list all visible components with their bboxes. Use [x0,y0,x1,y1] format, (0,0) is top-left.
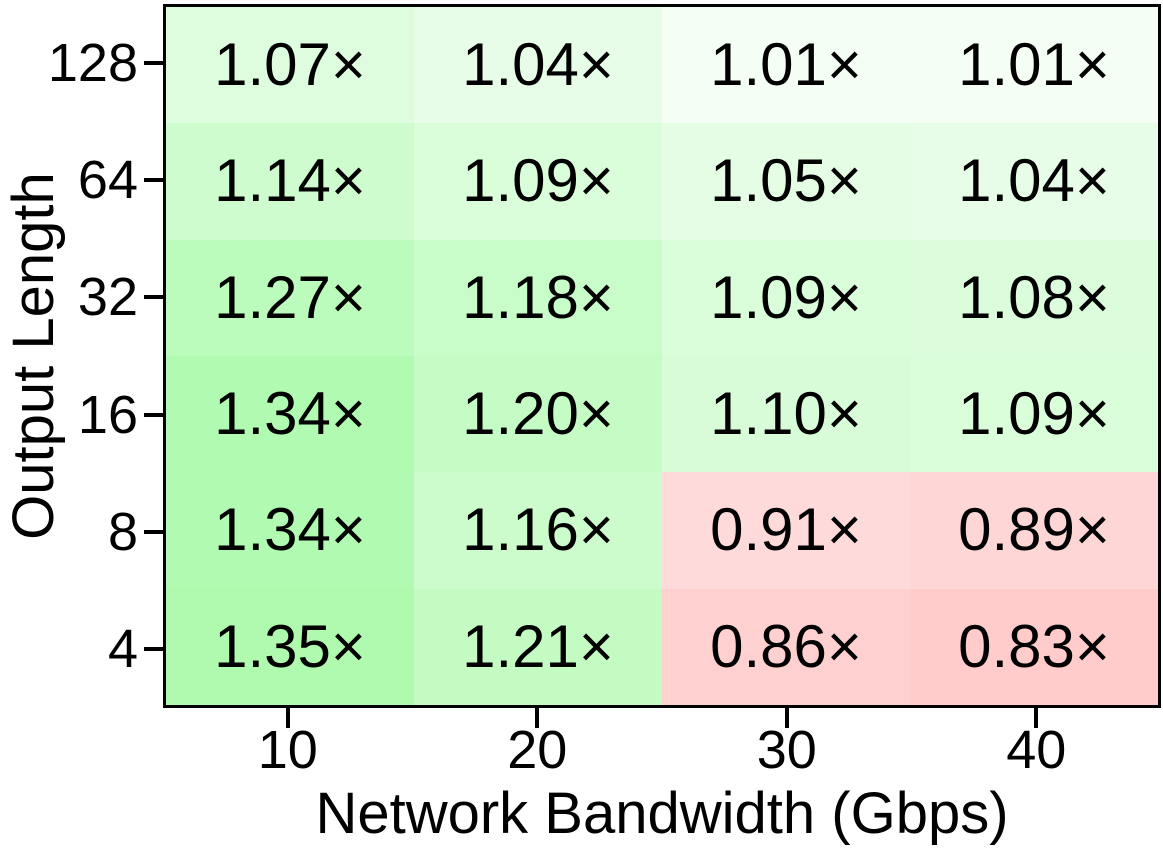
heatmap-cell: 1.34× [166,472,414,589]
y-tick-mark [144,295,163,300]
y-tick-mark [144,530,163,534]
y-tick-mark [144,412,163,417]
heatmap-cell: 1.34× [166,356,414,473]
y-tick-label: 8 [107,502,138,562]
heatmap-cell: 0.89× [910,472,1158,589]
heatmap-cell: 1.16× [414,472,662,589]
x-tick-mark [535,707,540,728]
heatmap-cell: 0.91× [662,472,910,589]
heatmap-cell: 1.27× [166,239,414,356]
heatmap-cell: 1.08× [910,239,1158,356]
x-tick-label: 10 [257,720,318,780]
heatmap-cell: 1.07× [166,7,414,124]
heatmap-cell: 0.86× [662,588,910,705]
y-tick-mark [144,647,163,652]
x-tick-mark [784,707,789,728]
heatmap-cell: 1.35× [166,588,414,705]
heatmap-plot: 1.07× 1.04× 1.01× 1.01× 1.14× 1.09× 1.05× 1.04×… [163,4,1161,708]
y-tick-label: 4 [107,619,138,680]
heatmap-cell: 1.04× [910,123,1158,240]
x-tick-mark [1034,707,1039,728]
y-tick-mark [144,178,163,182]
x-tick-label: 30 [756,720,817,780]
y-tick-label: 128 [47,32,138,93]
heatmap-cell: 1.05× [662,123,910,240]
heatmap-cell: 1.01× [910,7,1158,124]
heatmap-cell: 1.20× [414,356,662,473]
heatmap-cell: 1.21× [414,588,662,705]
heatmap-cell: 1.14× [166,123,414,240]
y-axis-title: Output Length [1,172,66,540]
heatmap-cell: 1.09× [910,356,1158,473]
heatmap-cell: 0.83× [910,588,1158,705]
x-tick-mark [285,707,290,728]
heatmap-cell: 1.10× [662,356,910,473]
heatmap-cell: 1.09× [662,239,910,356]
heatmap-cell: 1.04× [414,7,662,124]
x-tick-label: 40 [1006,720,1067,780]
y-tick-label: 64 [77,150,138,210]
heatmap-cell: 1.01× [662,7,910,124]
x-axis-title: Network Bandwidth (Gbps) [315,781,1009,846]
y-tick-mark [144,60,163,65]
heatmap-cell: 1.18× [414,239,662,356]
heatmap-cell: 1.09× [414,123,662,240]
y-tick-label: 32 [77,267,138,328]
x-tick-label: 20 [507,720,568,780]
y-tick-label: 16 [77,384,138,445]
